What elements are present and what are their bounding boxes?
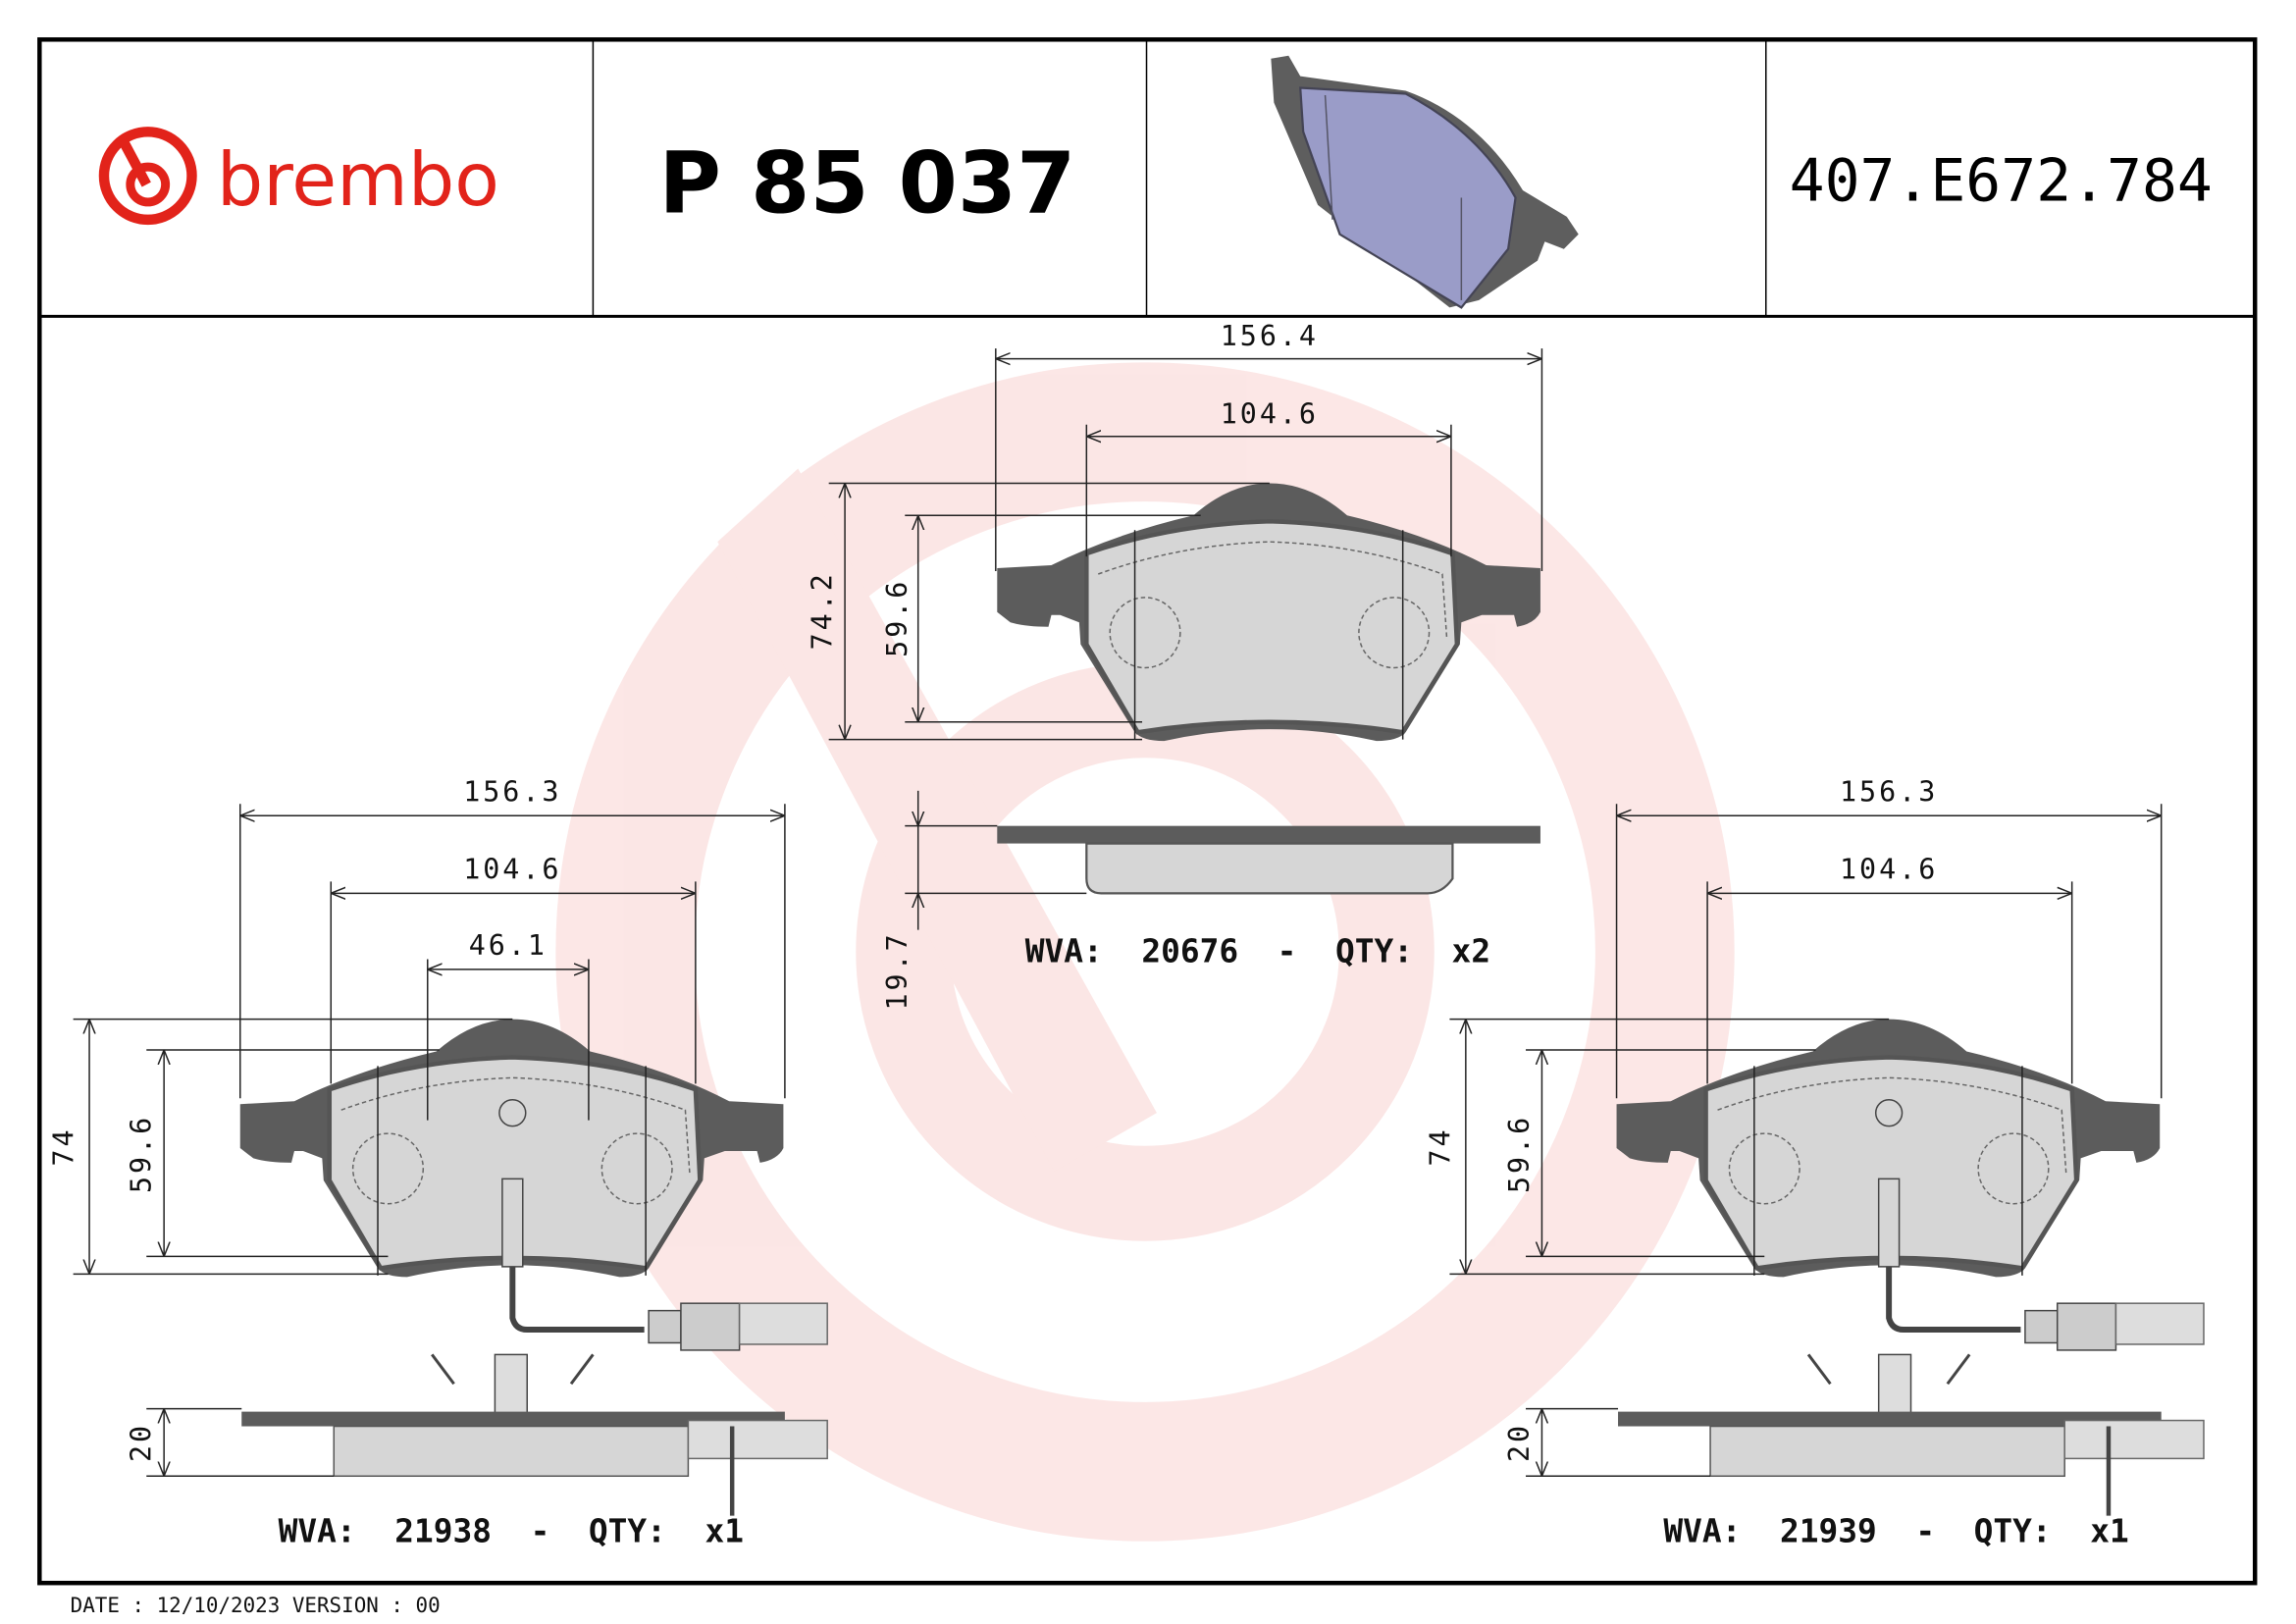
top-pad-drawing: 156.4 104.6 74.2 59.6 19.7 WVA: 20676 - … <box>807 320 1542 1011</box>
footer-date-version: DATE : 12/10/2023 VERSION : 00 <box>71 1594 441 1617</box>
dim-width-friction: 104.6 <box>1221 397 1319 430</box>
reference-number: 407.E672.784 <box>1790 147 2213 215</box>
dim-width-overall: 156.3 <box>463 775 561 808</box>
dim-height-overall: 74.2 <box>807 571 839 650</box>
dim-height-friction: 59.6 <box>126 1115 158 1193</box>
pad-preview-image <box>1271 55 1579 309</box>
dim-thickness: 19.7 <box>881 931 913 1010</box>
dim-thickness: 20 <box>126 1423 158 1462</box>
dim-thickness: 20 <box>1503 1423 1536 1462</box>
wva-label: WVA: 21939 - QTY: x1 <box>1663 1512 2128 1549</box>
brembo-logo: brembo <box>98 127 499 226</box>
part-number: P 85 037 <box>659 134 1076 233</box>
dim-width-sensor: 46.1 <box>469 929 548 962</box>
brand-name: brembo <box>217 137 499 223</box>
dim-width-friction: 104.6 <box>1840 853 1938 885</box>
dim-width-friction: 104.6 <box>463 853 561 885</box>
wva-label: WVA: 20676 - QTY: x2 <box>1025 932 1490 969</box>
dim-height-overall: 74 <box>48 1126 80 1166</box>
dim-width-overall: 156.3 <box>1840 775 1938 808</box>
left-pad-drawing: 156.3 104.6 46.1 74 59.6 20 WVA: 21938 -… <box>48 775 828 1549</box>
dim-width-overall: 156.4 <box>1221 320 1319 352</box>
dim-height-friction: 59.6 <box>1503 1115 1536 1193</box>
sheet-border <box>37 37 2258 1586</box>
dim-height-friction: 59.6 <box>881 579 913 657</box>
dim-height-overall: 74 <box>1424 1126 1456 1166</box>
right-pad-drawing: 156.3 104.6 74 59.6 20 WVA: 21939 - QTY:… <box>1424 775 2205 1549</box>
wva-label: WVA: 21938 - QTY: x1 <box>279 1512 744 1549</box>
